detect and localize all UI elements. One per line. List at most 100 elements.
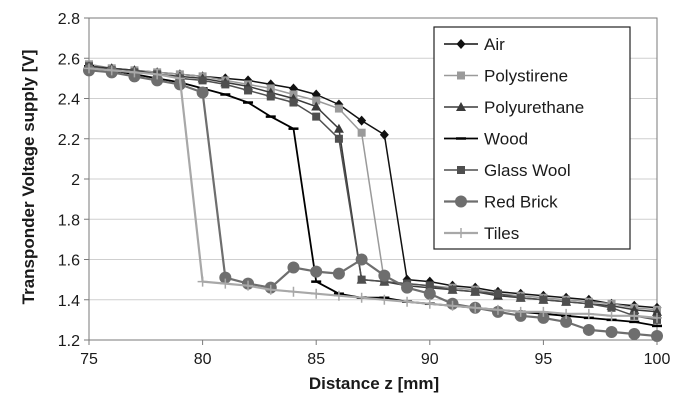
- legend-item: Polystirene: [444, 67, 568, 86]
- data-point: [197, 276, 208, 287]
- data-point: [470, 302, 481, 313]
- data-point: [424, 298, 435, 309]
- data-point: [629, 310, 640, 321]
- x-axis-title: Distance z [mm]: [309, 374, 439, 393]
- data-point: [311, 288, 322, 299]
- data-point: [425, 281, 434, 290]
- data-point: [196, 86, 209, 99]
- data-point: [332, 267, 345, 280]
- data-point: [652, 312, 662, 323]
- series-tiles: [84, 63, 662, 323]
- data-point: [471, 287, 480, 296]
- data-point: [447, 300, 458, 311]
- data-point: [561, 308, 572, 319]
- data-point: [562, 297, 571, 306]
- data-point: [605, 325, 618, 338]
- legend-marker: [456, 102, 466, 111]
- data-point: [288, 286, 299, 297]
- data-point: [333, 290, 344, 301]
- legend-marker: [457, 166, 465, 174]
- data-point: [380, 277, 389, 286]
- legend-label: Glass Wool: [484, 161, 571, 180]
- data-point: [538, 306, 549, 317]
- legend-label: Polyurethane: [484, 98, 584, 117]
- data-point: [402, 296, 413, 307]
- data-point: [84, 63, 94, 74]
- y-tick-label: 1.6: [58, 253, 80, 270]
- data-point: [312, 96, 321, 105]
- x-tick-label: 90: [421, 351, 439, 368]
- data-point: [355, 253, 368, 266]
- data-point: [356, 292, 367, 303]
- legend-label: Red Brick: [484, 193, 558, 212]
- y-tick-label: 1.8: [58, 212, 80, 229]
- y-tick-label: 1.4: [58, 293, 80, 310]
- y-tick-label: 2.4: [58, 92, 80, 109]
- x-tick-label: 95: [535, 351, 553, 368]
- y-axis-title: Transponder Voltage supply [V]: [19, 50, 38, 305]
- data-point: [537, 311, 550, 324]
- data-point: [310, 265, 323, 278]
- data-point: [493, 289, 502, 298]
- data-point: [312, 112, 321, 121]
- legend-item: Glass Wool: [444, 161, 571, 180]
- data-point: [379, 129, 389, 140]
- data-point: [492, 304, 503, 315]
- data-point: [244, 86, 253, 95]
- data-point: [357, 275, 366, 284]
- x-tick-labels: 75 80 85 90 95 100: [80, 340, 670, 368]
- legend-label: Air: [484, 35, 505, 54]
- data-point: [539, 295, 548, 304]
- data-point: [515, 306, 526, 317]
- data-point: [265, 284, 276, 295]
- data-point: [243, 280, 254, 291]
- data-point: [287, 261, 300, 274]
- legend-item: Polyurethane: [444, 98, 584, 117]
- data-point: [652, 306, 662, 316]
- data-point: [289, 98, 298, 107]
- legend: Air Polystirene Polyurethane Wood Glass Wool…: [433, 26, 631, 250]
- legend-marker: [456, 228, 466, 238]
- data-point: [129, 67, 140, 78]
- series-layer: [83, 60, 663, 342]
- data-point: [334, 134, 343, 143]
- data-point: [311, 101, 322, 111]
- y-tick-label: 2.6: [58, 51, 80, 68]
- legend-marker: [457, 71, 465, 80]
- x-tick-label: 85: [307, 351, 325, 368]
- legend-label: Wood: [484, 130, 528, 149]
- data-point: [560, 315, 573, 328]
- data-point: [584, 299, 593, 308]
- data-point: [448, 285, 457, 294]
- data-point: [220, 278, 231, 289]
- data-point: [174, 73, 185, 84]
- data-point: [152, 69, 163, 80]
- y-tick-label: 2.2: [58, 132, 80, 149]
- x-tick-label: 80: [194, 351, 212, 368]
- y-tick-label: 2: [71, 172, 80, 189]
- data-point: [628, 327, 641, 340]
- legend-label: Polystirene: [484, 67, 568, 86]
- legend-item: Tiles: [444, 224, 519, 243]
- y-tick-label: 2.8: [58, 11, 80, 28]
- data-point: [198, 76, 207, 85]
- data-point: [357, 128, 366, 137]
- data-point: [651, 329, 663, 342]
- data-point: [106, 65, 117, 76]
- data-point: [221, 80, 230, 89]
- data-point: [266, 92, 275, 101]
- legend-label: Tiles: [484, 224, 519, 243]
- y-tick-label: 1.2: [58, 333, 80, 350]
- x-tick-label: 75: [80, 351, 98, 368]
- legend-item: Wood: [444, 130, 528, 149]
- data-point: [606, 310, 617, 321]
- data-point: [378, 269, 391, 282]
- data-point: [582, 323, 595, 336]
- data-point: [379, 294, 390, 305]
- data-point: [607, 303, 616, 312]
- legend-item: Red Brick: [444, 193, 558, 212]
- legend-item: Air: [444, 35, 505, 54]
- data-point: [423, 287, 436, 300]
- legend-marker: [456, 39, 466, 49]
